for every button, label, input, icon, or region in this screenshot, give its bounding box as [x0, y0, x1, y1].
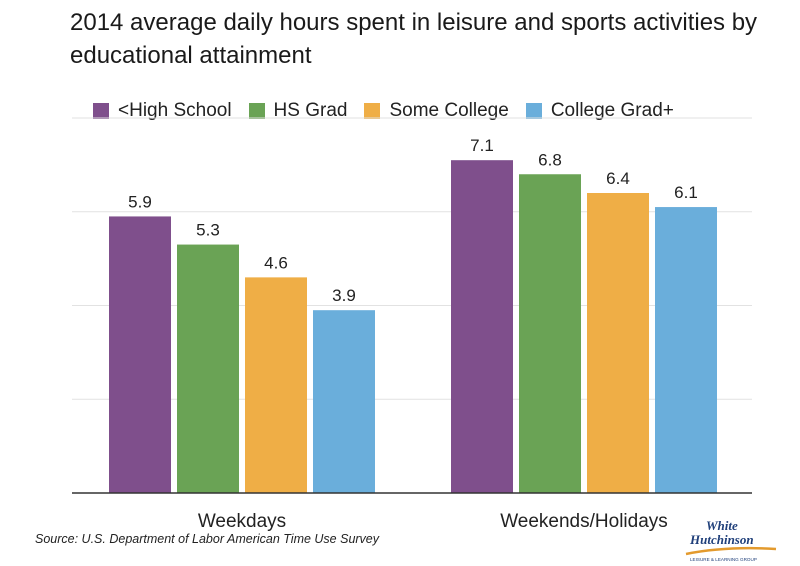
data-label: 6.1 — [674, 183, 698, 202]
source-note: Source: U.S. Department of Labor America… — [35, 532, 380, 546]
bar — [313, 310, 375, 493]
bar — [655, 207, 717, 493]
data-label: 4.6 — [264, 253, 288, 272]
legend-item-less-high-school: <High School — [93, 100, 232, 122]
data-label: 7.1 — [470, 136, 494, 155]
white-hutchinson-logo: White Hutchinson LEISURE & LEARNING GROU… — [685, 518, 777, 562]
chart-title: 2014 average daily hours spent in leisur… — [70, 9, 758, 69]
bar — [451, 160, 513, 493]
x-axis-tick-label: Weekdays — [198, 511, 286, 532]
bar — [587, 193, 649, 493]
legend-label: <High School — [118, 100, 232, 121]
x-axis-tick-label: Weekends/Holidays — [500, 511, 668, 532]
logo-line1: White — [706, 518, 738, 533]
bar — [109, 216, 171, 493]
legend-swatch — [93, 103, 109, 119]
data-label: 6.8 — [538, 150, 562, 169]
legend-swatch — [248, 103, 265, 119]
data-label: 5.9 — [128, 192, 152, 211]
legend-item-college-grad-plus: College Grad+ — [525, 100, 674, 122]
logo-tagline: LEISURE & LEARNING GROUP — [690, 557, 757, 562]
bar — [177, 244, 239, 493]
logo-line2: Hutchinson — [689, 532, 754, 547]
legend-swatch — [364, 103, 381, 119]
logo-swoosh — [685, 546, 777, 556]
data-label: 6.4 — [606, 169, 630, 188]
legend-label: HS Grad — [273, 100, 348, 121]
bar — [245, 277, 307, 493]
legend: <High School HS Grad Some College Colleg… — [93, 100, 691, 122]
data-label: 3.9 — [332, 286, 356, 305]
legend-label: College Grad+ — [550, 100, 674, 121]
legend-swatch — [525, 103, 542, 119]
legend-item-some-college: Some College — [364, 100, 509, 122]
bar — [519, 174, 581, 493]
legend-label: Some College — [389, 100, 509, 121]
data-label: 5.3 — [196, 221, 220, 240]
legend-item-hs-grad: HS Grad — [248, 100, 348, 122]
